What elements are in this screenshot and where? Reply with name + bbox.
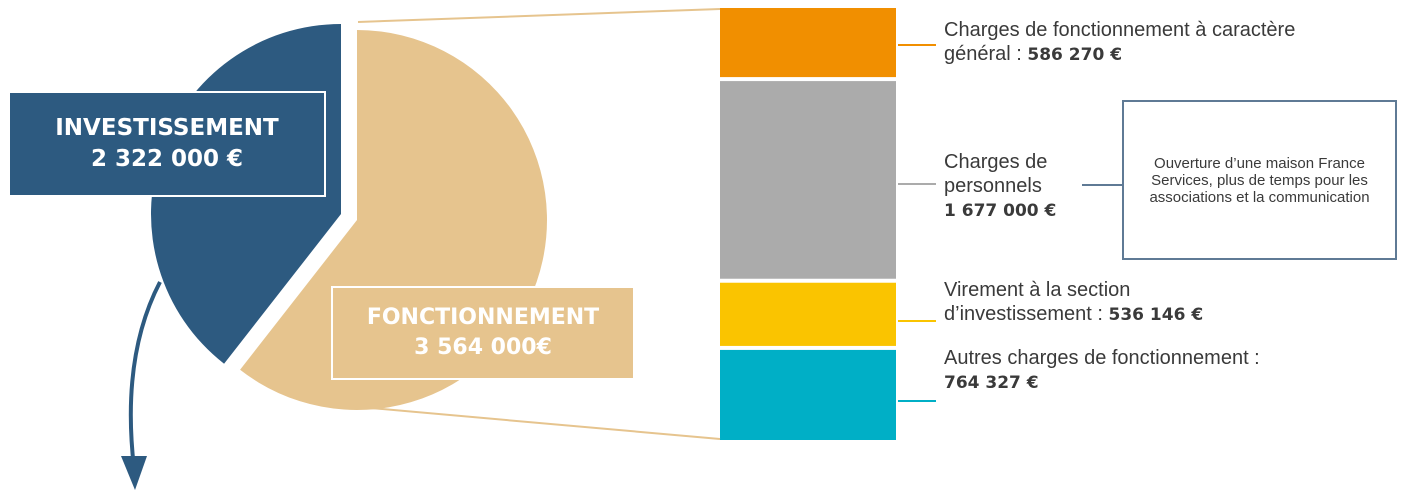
investissement-title: INVESTISSEMENT: [55, 114, 279, 141]
bar-segment-1: [720, 81, 896, 279]
segment-label-autres-charges: Autres charges de fonctionnement : 764 3…: [944, 346, 1264, 395]
segment-label-text: Charges de personnels: [944, 151, 1048, 197]
investissement-label-box: INVESTISSEMENT 2 322 000 €: [8, 91, 326, 197]
segment-label-value: 586 270 €: [1027, 45, 1123, 65]
fonctionnement-value: 3 564 000€: [414, 335, 552, 360]
segment-label-text: Virement à la section d’investissement :: [944, 279, 1131, 325]
connector-line-top: [357, 8, 721, 23]
down-arrow-head: [121, 456, 147, 490]
segment-label-value: 764 327 €: [944, 373, 1039, 393]
segment-label-value: 1 677 000 €: [944, 201, 1057, 221]
segment-label-value: 536 146 €: [1108, 305, 1204, 325]
segment-label-virement: Virement à la section d’investissement :…: [944, 278, 1244, 327]
segment-label-charges-personnels: Charges de personnels 1 677 000 €: [944, 150, 1084, 223]
segment-label-text: Charges de fonctionnement à caractère gé…: [944, 19, 1296, 65]
bar-segment-2: [720, 282, 896, 346]
investissement-value: 2 322 000 €: [90, 146, 244, 172]
segment-label-text: Autres charges de fonctionnement :: [944, 347, 1260, 369]
down-arrow-curve: [128, 281, 162, 469]
bar-segment-0: [720, 8, 896, 78]
fonctionnement-title: FONCTIONNEMENT: [366, 305, 600, 331]
bar-segment-3: [720, 349, 896, 440]
segment-label-charges-generales: Charges de fonctionnement à caractère gé…: [944, 18, 1304, 67]
fonctionnement-label-box: FONCTIONNEMENT 3 564 000€: [331, 286, 635, 380]
connector-line-bottom: [347, 405, 721, 440]
annotation-box: Ouverture d’une maison France Services, …: [1122, 100, 1397, 260]
annotation-text: Ouverture d’une maison France Services, …: [1149, 154, 1370, 206]
